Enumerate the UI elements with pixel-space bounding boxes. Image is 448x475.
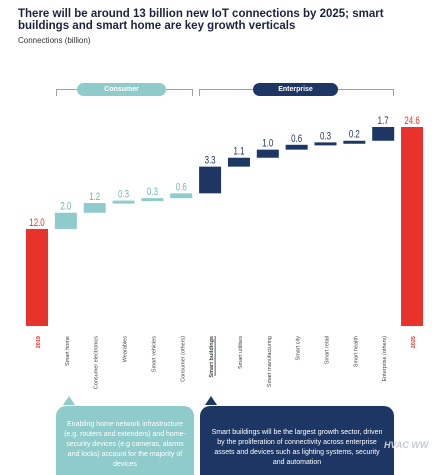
data-label-smart-retail: 0.3 [320, 130, 331, 143]
tick-label-smart-utilities: Smart utilities [238, 336, 244, 369]
consumer-bracket-cap-left [56, 89, 57, 96]
consumer-callout: Enabling home network infrastructure (e.… [56, 406, 194, 475]
bar-consumer-others [170, 193, 193, 199]
tick-label-wearables: Wearables [123, 336, 129, 362]
data-label-wearables: 0.3 [118, 188, 129, 201]
enterprise-bracket-line-left [199, 89, 253, 90]
bar-smart-home [54, 212, 77, 229]
enterprise-callout-pointer [205, 396, 217, 405]
enterprise-callout: Smart buildings will be the largest grow… [200, 406, 394, 475]
consumer-bracket-cap-right [192, 89, 193, 96]
page-title: There will be around 13 billion new IoT … [18, 8, 384, 32]
data-label-smart-manufacturing: 1.0 [262, 137, 273, 150]
tick-label-2025: 2025 [411, 336, 417, 348]
enterprise-bracket-cap-left [199, 89, 200, 96]
consumer-bracket-line-right [166, 89, 192, 90]
bar-2025 [401, 127, 424, 326]
data-label-2019: 12.0 [29, 217, 44, 230]
bar-wearables [112, 200, 135, 204]
bar-smart-retail [314, 142, 337, 146]
data-label-consumer-others: 0.6 [176, 181, 187, 194]
y-axis-caption: Connections (billion) [18, 36, 91, 45]
enterprise-bracket-cap-right [393, 89, 394, 96]
tick-label-smart-city: Smart city [296, 336, 302, 361]
bar-enterprise-others [372, 127, 395, 141]
data-label-smart-utilities: 1.1 [233, 146, 244, 159]
tick-label-smart-home: Smart home [65, 336, 71, 366]
data-label-consumer-electronics: 1.2 [89, 191, 100, 204]
bar-smart-city [285, 144, 308, 150]
data-label-smart-home: 2.0 [60, 201, 71, 214]
tick-label-consumer-electronics: Consumer electronics [94, 336, 100, 389]
consumer-bracket-line-left [56, 89, 77, 90]
data-label-2025: 24.6 [404, 115, 419, 128]
tick-label-smart-vehicles: Smart vehicles [151, 336, 157, 372]
bar-smart-health [343, 140, 366, 144]
data-label-smart-vehicles: 0.3 [147, 186, 158, 199]
tick-label-smart-health: Smart health [353, 336, 359, 367]
enterprise-group-label: Enterprise [253, 83, 338, 96]
bar-smart-vehicles [141, 198, 164, 202]
tick-label-smart-manufacturing: Smart manufacturing [267, 336, 273, 387]
watermark: HVAC WW [384, 440, 429, 450]
tick-label-consumer-others: Consumer (others) [180, 336, 186, 382]
data-label-smart-buildings: 3.3 [205, 154, 216, 167]
consumer-callout-pointer [63, 396, 75, 405]
bar-smart-buildings [199, 166, 222, 194]
bar-2019 [26, 228, 48, 326]
enterprise-bracket-line-right [338, 89, 393, 90]
data-label-smart-health: 0.2 [349, 129, 360, 142]
bar-smart-utilities [227, 157, 250, 167]
data-label-enterprise-others: 1.7 [378, 115, 389, 128]
consumer-group-label: Consumer [77, 83, 166, 96]
bar-smart-manufacturing [256, 149, 279, 158]
bar-consumer-electronics [83, 203, 106, 213]
tick-label-2019: 2019 [36, 336, 42, 348]
tick-label-smart-retail: Smart retail [325, 336, 331, 364]
tick-label-enterprise-others: Enterprise (others) [382, 336, 388, 382]
data-label-smart-city: 0.6 [291, 133, 302, 146]
tick-label-smart-buildings: Smart buildings [209, 336, 215, 378]
